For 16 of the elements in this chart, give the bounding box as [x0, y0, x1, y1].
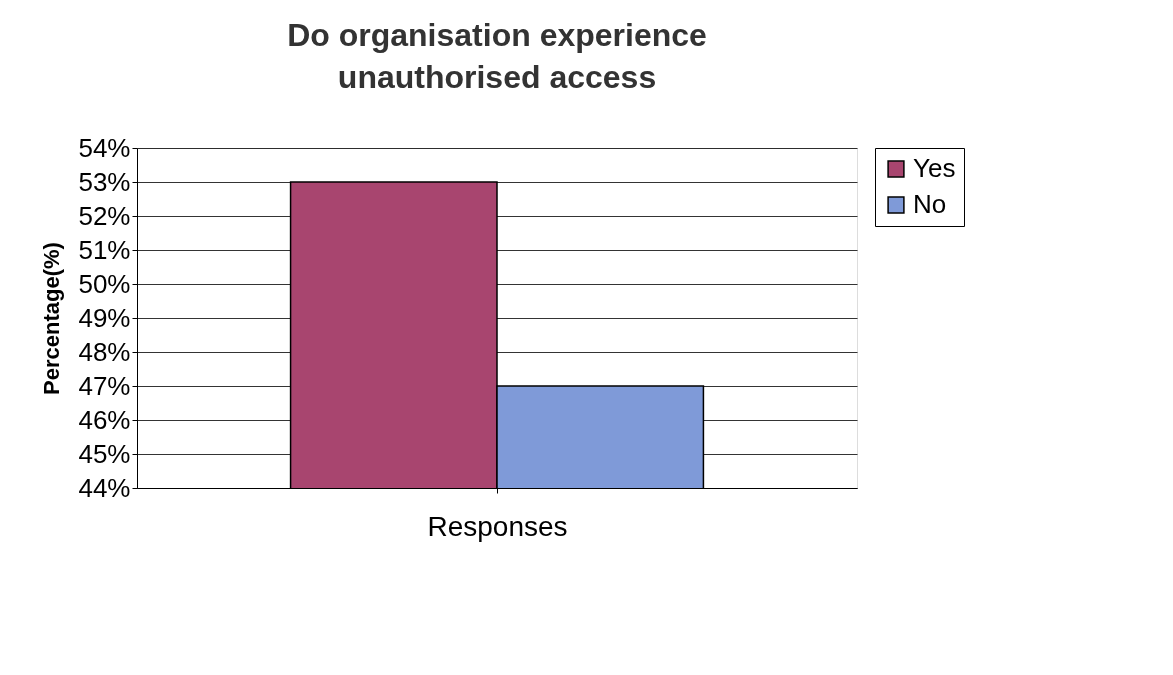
- y-tick-label: 54%: [78, 132, 131, 163]
- y-tick-label: 44%: [78, 472, 131, 503]
- y-tick-label: 47%: [78, 370, 131, 401]
- y-tick-label: 46%: [78, 404, 131, 435]
- y-axis-title: Percentage(%): [39, 242, 65, 395]
- y-tick-label: 48%: [78, 336, 131, 367]
- x-axis-title: Responses: [427, 511, 568, 542]
- y-tick-label: 51%: [78, 234, 131, 265]
- legend-label: Yes: [913, 153, 956, 183]
- y-tick-label: 45%: [78, 438, 131, 469]
- y-tick-label: 52%: [78, 200, 131, 231]
- y-tick-label: 53%: [78, 166, 131, 197]
- y-tick-label: 49%: [78, 302, 131, 333]
- y-tick-label: 50%: [78, 268, 131, 299]
- legend-label: No: [913, 189, 947, 219]
- chart-title: Do organisation experience unauthorised access: [287, 17, 707, 95]
